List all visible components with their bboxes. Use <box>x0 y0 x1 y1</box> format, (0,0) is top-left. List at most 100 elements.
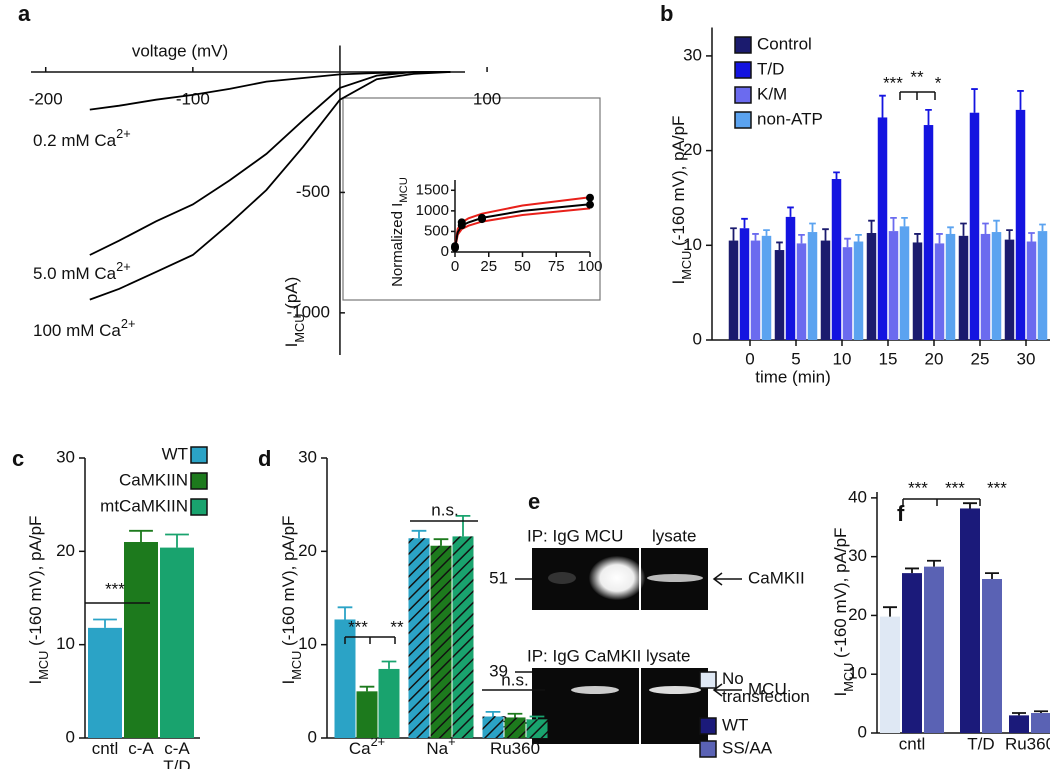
x-axis-label: voltage (mV) <box>132 41 228 60</box>
error-bar <box>485 710 501 717</box>
label-part: (pA) <box>282 277 301 314</box>
bar <box>923 125 934 341</box>
x-axis-label: time (min) <box>755 367 831 386</box>
bar <box>960 508 980 733</box>
error-bar <box>730 227 737 241</box>
bar <box>750 240 761 340</box>
error-bar <box>1039 223 1046 232</box>
band <box>649 686 701 694</box>
bar <box>1015 109 1026 341</box>
label-part: 2+ <box>116 259 131 274</box>
bar <box>1026 241 1037 340</box>
bar <box>739 228 750 340</box>
bar <box>866 232 877 340</box>
bar <box>796 243 807 340</box>
error-bar <box>890 216 897 232</box>
y-tick-label: 20 <box>56 541 75 560</box>
error-bar <box>947 226 954 234</box>
label-part: I <box>279 680 298 685</box>
significance: n.s. <box>431 500 458 519</box>
error-bar <box>433 538 449 546</box>
significance: * <box>935 73 942 92</box>
error-bar <box>879 94 886 118</box>
y-axis-label: Normalized IMCU <box>389 177 410 287</box>
y-tick-label: -1000 <box>286 302 329 321</box>
y-tick-label: 500 <box>424 222 449 239</box>
error-bar <box>822 228 829 241</box>
label-part: 2+ <box>116 126 131 141</box>
significance: *** <box>987 478 1007 497</box>
y-tick-label: 1500 <box>416 181 449 198</box>
arrow <box>712 683 742 697</box>
band <box>571 686 619 694</box>
marker <box>586 200 594 209</box>
legend-label: T/D <box>757 59 784 78</box>
x-tick-label: -200 <box>29 89 63 108</box>
bar <box>785 216 796 340</box>
x-tick-label: c-A <box>128 739 154 758</box>
error-bar <box>752 233 759 241</box>
y-tick-label: 20 <box>298 541 317 560</box>
x-tick-label: 20 <box>925 349 944 368</box>
error-bar <box>914 233 921 243</box>
curve-label: 100 mM Ca2+ <box>33 316 135 341</box>
error-bar <box>1017 90 1024 110</box>
label-part: MCU <box>36 651 51 680</box>
significance: ** <box>910 67 924 86</box>
panel-label: b <box>660 1 673 26</box>
bar <box>831 179 842 340</box>
y-tick-label: 0 <box>66 727 75 746</box>
significance: *** <box>883 73 903 92</box>
label-part: I <box>669 280 688 285</box>
line <box>454 196 591 246</box>
legend-swatch <box>699 717 717 735</box>
legend-swatch <box>190 446 208 464</box>
label-part: (-160 mV), pA/pF <box>669 116 688 251</box>
error-bar <box>798 233 805 244</box>
bar <box>880 616 900 733</box>
label-part: Na <box>426 739 448 758</box>
error-bar <box>763 229 770 236</box>
bar <box>842 247 853 340</box>
bar <box>899 226 910 340</box>
y-axis-label: IMCU (-160 mV), pA/pF <box>279 516 303 685</box>
label-part: 0.2 mM Ca <box>33 131 117 150</box>
ip-label: IP: IgG CaMKII lysate <box>527 646 690 665</box>
label-part: Normalized I <box>389 203 406 287</box>
arrow <box>712 572 742 586</box>
y-tick-label: 30 <box>56 447 75 466</box>
legend-swatch <box>699 671 717 689</box>
legend-label: WT <box>722 715 748 734</box>
bar <box>945 233 956 340</box>
x-tick-label: 25 <box>971 349 990 368</box>
bar <box>1004 239 1015 340</box>
marker <box>457 218 466 227</box>
label-part: MCU <box>398 177 410 203</box>
marker <box>478 213 486 222</box>
label-part: 2+ <box>121 316 136 331</box>
bar <box>1009 715 1029 733</box>
error-bar <box>455 514 471 537</box>
panel-label: d <box>258 446 271 471</box>
label-part: I <box>26 680 45 685</box>
error-bar <box>960 222 967 236</box>
y-tick-label: 1000 <box>416 202 449 219</box>
bar <box>334 619 356 738</box>
label-line: cntl <box>92 739 118 758</box>
bar <box>728 240 739 340</box>
error-bar <box>925 108 932 126</box>
x-tick-label: 0 <box>745 349 754 368</box>
marker <box>586 193 594 202</box>
legend-swatch <box>699 740 717 758</box>
legend-swatch <box>190 498 208 516</box>
bar <box>958 235 969 340</box>
label-part: MCU <box>289 651 304 680</box>
label-line: c-A <box>128 739 154 758</box>
bar <box>980 233 991 340</box>
legend-label: WT <box>162 444 188 463</box>
label-part: MCU <box>679 251 694 280</box>
y-tick-label: 10 <box>56 634 75 653</box>
line <box>89 71 451 111</box>
legend-swatch <box>190 472 208 490</box>
